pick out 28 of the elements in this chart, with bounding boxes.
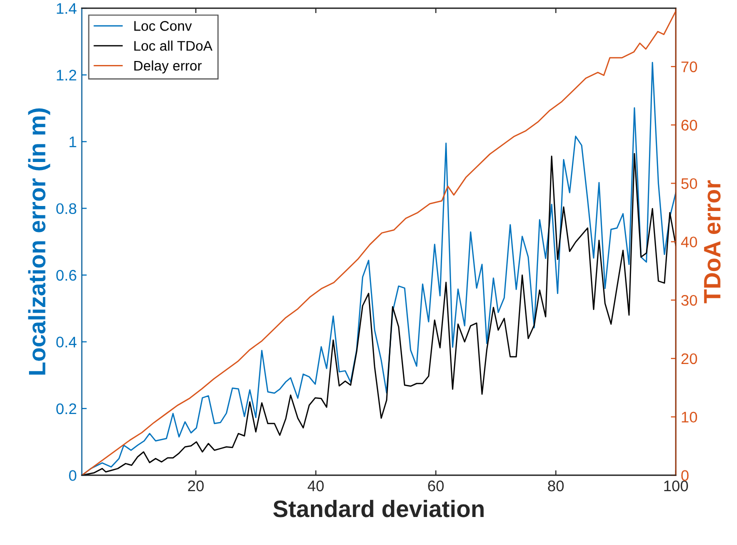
legend-label: Delay error: [134, 60, 202, 74]
y-tick-label: 1: [70, 136, 76, 148]
y-tick-label: 0.2: [56, 403, 76, 414]
y-tick-label: 0: [69, 470, 76, 481]
y-tick-label: 1.4: [56, 3, 76, 14]
y-tick-label: 0.4: [56, 336, 76, 348]
legend-label: Loc Conv: [134, 21, 192, 31]
y2-tick-label: 40: [681, 236, 698, 248]
y-tick-label: 0.8: [56, 203, 76, 214]
legend-label: Loc all TDoA: [134, 40, 212, 51]
y2-tick-label: 20: [681, 353, 698, 364]
y-axis-title: Localization error (in m): [28, 108, 50, 375]
x-tick-label: 100: [664, 480, 688, 492]
y2-tick-label: 0: [681, 470, 689, 481]
x-tick-label: 80: [548, 480, 564, 492]
x-tick-label: 60: [428, 480, 444, 492]
x-tick-label: 40: [308, 480, 324, 492]
x-axis-title: Standard deviation: [273, 500, 484, 518]
y-tick-label: 1.2: [56, 70, 76, 80]
y2-tick-label: 70: [681, 61, 698, 72]
y2-tick-label: 10: [682, 412, 698, 423]
y2-tick-label: 60: [681, 120, 698, 131]
y-tick-label: 0.6: [56, 270, 76, 281]
line-series: [82, 153, 676, 476]
y2-tick-label: 50: [681, 178, 698, 190]
x-tick-label: 20: [188, 480, 204, 492]
y2-axis-title: TDoA error: [704, 180, 721, 304]
y2-tick-label: 30: [681, 294, 698, 306]
